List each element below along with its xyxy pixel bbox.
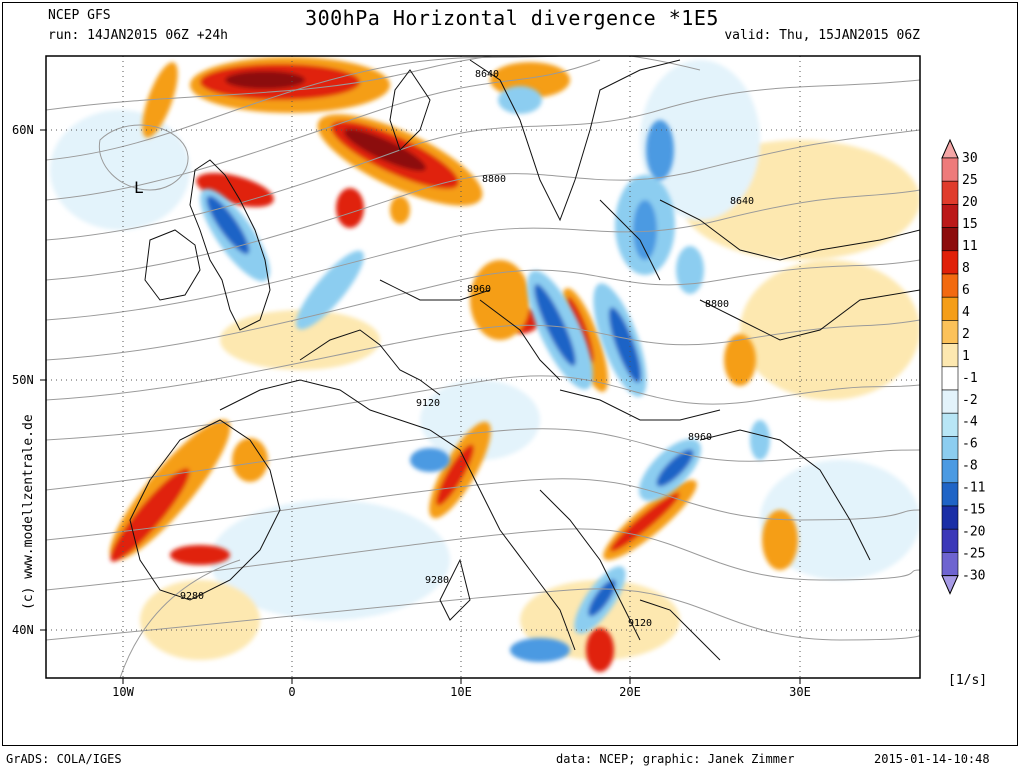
colorbar-swatch bbox=[941, 204, 959, 228]
svg-text:8800: 8800 bbox=[705, 299, 729, 310]
colorbar-swatch bbox=[941, 412, 959, 437]
graticule bbox=[46, 56, 920, 678]
colorbar-swatch bbox=[941, 505, 959, 530]
lat-label-50n: 50N bbox=[12, 373, 34, 387]
colorbar-tick-label: 30 bbox=[962, 151, 978, 166]
colorbar-swatch bbox=[941, 482, 959, 507]
lon-label-0: 0 bbox=[288, 685, 295, 699]
svg-text:9280: 9280 bbox=[425, 575, 449, 586]
valid-label: valid: Thu, 15JAN2015 06Z bbox=[724, 28, 920, 43]
side-credit: (c) www.modellzentrale.de bbox=[21, 414, 36, 610]
colorbar: 30 25 20 15 11 8 6 4 2 1 -1 -2 -4 -6 -8 -11 -15 -20 -25 -30 bbox=[941, 138, 985, 595]
colorbar-tick-label: 20 bbox=[962, 195, 978, 210]
colorbar-tick-label: -11 bbox=[962, 481, 985, 496]
colorbar-swatch bbox=[941, 227, 959, 252]
footer-grads: GrADS: COLA/IGES bbox=[6, 752, 122, 766]
colorbar-tick-label: -4 bbox=[962, 415, 978, 430]
colorbar-top-arrow bbox=[941, 138, 959, 159]
map-border bbox=[45, 55, 921, 679]
colorbar-swatch bbox=[941, 180, 959, 205]
colorbar-tick-label: 2 bbox=[962, 327, 970, 342]
colorbar-tick-label: -30 bbox=[962, 569, 985, 584]
colorbar-swatch bbox=[941, 436, 959, 460]
colorbar-tick-label: 8 bbox=[962, 261, 970, 276]
run-label: run: 14JAN2015 06Z +24h bbox=[48, 28, 229, 43]
colorbar-swatch bbox=[941, 343, 959, 368]
longitude-labels: 10W 0 10E 20E 30E bbox=[112, 685, 811, 699]
colorbar-tick-label: -6 bbox=[962, 437, 978, 452]
svg-text:8640: 8640 bbox=[475, 69, 499, 80]
colorbar-tick-label: 15 bbox=[962, 217, 978, 232]
contour-labels: 8640 8800 8640 8960 8800 9120 8960 9280 … bbox=[180, 69, 754, 629]
colorbar-swatch bbox=[941, 366, 959, 391]
colorbar-swatch bbox=[941, 552, 959, 576]
colorbar-swatch bbox=[941, 157, 959, 182]
colorbar-swatch bbox=[941, 459, 959, 484]
svg-text:8960: 8960 bbox=[688, 432, 712, 443]
footer-timestamp: 2015-01-14-10:48 bbox=[874, 752, 990, 766]
colorbar-tick-label: -8 bbox=[962, 459, 978, 474]
svg-text:8640: 8640 bbox=[730, 196, 754, 207]
colorbar-swatch bbox=[941, 320, 959, 344]
svg-text:9120: 9120 bbox=[628, 618, 652, 629]
colorbar-swatch bbox=[941, 528, 959, 553]
lon-label-30e: 30E bbox=[789, 685, 811, 699]
lon-label-10w: 10W bbox=[112, 685, 134, 699]
svg-text:9280: 9280 bbox=[180, 591, 204, 602]
colorbar-tick-label: -25 bbox=[962, 547, 985, 562]
low-pressure-marker: L bbox=[134, 178, 144, 197]
figure-frame bbox=[2, 2, 1018, 746]
colorbar-swatch bbox=[941, 250, 959, 275]
svg-text:8960: 8960 bbox=[467, 284, 491, 295]
chart-title: 300hPa Horizontal divergence *1E5 bbox=[305, 6, 719, 30]
colorbar-units: [1/s] bbox=[948, 673, 987, 688]
model-label: NCEP GFS bbox=[48, 8, 111, 23]
colorbar-tick-label: 11 bbox=[962, 239, 978, 254]
footer-data-credit: data: NCEP; graphic: Janek Zimmer bbox=[556, 752, 795, 766]
colorbar-tick-label: 4 bbox=[962, 305, 970, 320]
svg-text:8800: 8800 bbox=[482, 174, 506, 185]
colorbar-tick-label: 25 bbox=[962, 173, 978, 188]
colorbar-swatch bbox=[941, 296, 959, 321]
lat-label-40n: 40N bbox=[12, 623, 34, 637]
colorbar-tick-label: -15 bbox=[962, 503, 985, 518]
colorbar-tick-label: -2 bbox=[962, 393, 978, 408]
colorbar-tick-label: -1 bbox=[962, 371, 978, 386]
lon-label-10e: 10E bbox=[450, 685, 472, 699]
colorbar-tick-label: 6 bbox=[962, 283, 970, 298]
colorbar-tick-label: -20 bbox=[962, 525, 985, 540]
colorbar-swatch bbox=[941, 273, 959, 298]
lat-label-60n: 60N bbox=[12, 123, 34, 137]
colorbar-bottom-arrow bbox=[941, 575, 959, 595]
latitude-labels: 60N 50N 40N bbox=[12, 123, 34, 637]
svg-text:9120: 9120 bbox=[416, 398, 440, 409]
colorbar-tick-label: 1 bbox=[962, 349, 970, 364]
height-contours bbox=[46, 56, 920, 678]
colorbar-swatch bbox=[941, 389, 959, 414]
divergence-field: 8640 8800 8640 8960 8800 9120 8960 9280 … bbox=[46, 56, 920, 678]
coastlines bbox=[129, 59, 920, 661]
lon-label-20e: 20E bbox=[619, 685, 641, 699]
